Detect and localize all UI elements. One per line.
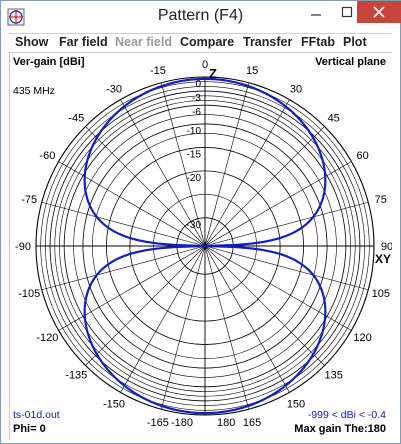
db-label: -6: [192, 107, 201, 118]
angle-label: 30: [290, 83, 302, 95]
menu-bar: Show Far field Near field Compare Transf…: [9, 33, 391, 52]
gain-axis-title: Ver-gain [dBi]: [13, 56, 85, 68]
angle-spoke: [120, 245, 206, 393]
phi-label: Phi= 0: [13, 423, 46, 435]
angle-spoke: [160, 82, 206, 247]
menu-fftab[interactable]: FFtab: [301, 35, 336, 49]
angle-spoke: [58, 161, 206, 247]
minimize-icon: [311, 14, 321, 16]
angle-label: 165: [243, 417, 261, 429]
gain-range-label: -999 < dBi < -0.4: [307, 409, 386, 421]
menu-transfer[interactable]: Transfer: [243, 35, 293, 49]
max-gain-label: Max gain The:180: [294, 423, 386, 435]
angle-label: -150: [103, 399, 125, 411]
angle-spoke: [85, 126, 206, 247]
angle-label: 15: [246, 65, 258, 77]
angle-label: 75: [375, 194, 387, 206]
minimize-button[interactable]: [300, 1, 332, 23]
menu-far-field[interactable]: Far field: [59, 35, 108, 49]
angle-spoke: [204, 245, 352, 331]
angle-spoke: [120, 99, 206, 247]
angle-spoke: [204, 245, 250, 410]
close-icon: [373, 6, 385, 18]
angle-label: 150: [287, 399, 305, 411]
axis-z-label: Z: [209, 66, 217, 81]
angle-label: -165: [147, 417, 169, 429]
angle-label: 45: [328, 112, 340, 124]
angle-spoke: [160, 245, 206, 410]
angle-spoke: [204, 201, 369, 247]
angle-label: -120: [36, 332, 58, 344]
angle-label: -105: [18, 288, 40, 300]
angle-label: -135: [65, 370, 87, 382]
angle-label: 105: [372, 288, 390, 300]
angle-spoke: [41, 245, 206, 291]
db-label: -3: [192, 93, 201, 104]
db-label: -30: [187, 220, 202, 231]
db-label: -10: [187, 126, 202, 137]
maximize-icon: [341, 6, 353, 18]
angle-spoke: [204, 126, 325, 247]
frequency-label: 435 MHz: [13, 85, 56, 97]
db-label: -15: [187, 149, 202, 160]
angle-label: -180: [171, 417, 193, 429]
plane-title: Vertical plane: [315, 56, 386, 68]
pattern-trace: [83, 77, 327, 415]
file-name-label: ts-01d.out: [13, 409, 60, 421]
angle-spoke: [204, 245, 369, 291]
polar-chart: 0153045607590105120135150165-15-30-45-60…: [15, 59, 392, 429]
axis-xy-label: XY: [375, 252, 391, 266]
angle-spoke: [204, 82, 250, 247]
angle-label: 0: [202, 59, 208, 71]
angle-label: 135: [325, 370, 343, 382]
angle-label: -30: [106, 83, 122, 95]
db-label: -20: [187, 173, 202, 184]
angle-spoke: [41, 201, 206, 247]
maximize-button[interactable]: [331, 1, 363, 23]
angle-label: -45: [68, 112, 84, 124]
menu-compare[interactable]: Compare: [180, 35, 235, 49]
angle-label: -15: [150, 65, 166, 77]
angle-spoke: [204, 245, 290, 393]
angle-label: -90: [15, 241, 31, 253]
menu-show[interactable]: Show: [15, 35, 49, 49]
window-title: Pattern (F4): [157, 7, 244, 24]
menu-near-field[interactable]: Near field: [115, 35, 172, 49]
angle-label: 60: [356, 150, 368, 162]
angle-label: -60: [39, 150, 55, 162]
db-label: 0: [195, 79, 201, 90]
pattern-plot-area: 0 15 30 45 60 75 90 105 120 135 150 165 -15 -30 -45 -60…: [9, 52, 392, 440]
close-button[interactable]: [357, 1, 401, 23]
menu-plot[interactable]: Plot: [343, 35, 367, 49]
angle-spoke: [58, 245, 206, 331]
angle-label: 180: [217, 417, 235, 429]
angle-spoke: [204, 99, 290, 247]
pattern-app-icon: [7, 8, 25, 26]
angle-spoke: [204, 161, 352, 247]
angle-label: 120: [353, 332, 371, 344]
angle-spoke: [204, 245, 325, 366]
angle-label: -75: [21, 194, 37, 206]
angle-label: 90: [381, 241, 392, 253]
angle-spoke: [85, 245, 206, 366]
title-bar[interactable]: Pattern (F4): [1, 1, 401, 33]
